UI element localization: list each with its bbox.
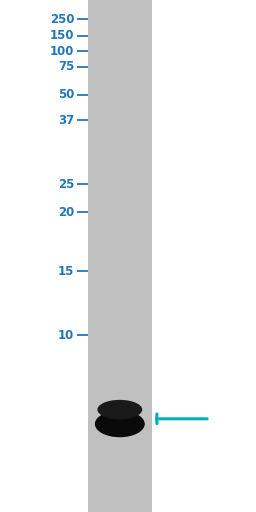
Text: 50: 50 [58, 88, 74, 101]
Text: 75: 75 [58, 60, 74, 73]
Bar [88, 0, 152, 512]
Text: 250: 250 [50, 13, 74, 26]
Ellipse shape [98, 400, 142, 419]
Text: 100: 100 [50, 45, 74, 58]
Ellipse shape [95, 411, 145, 437]
Text: 15: 15 [58, 265, 74, 278]
Text: 10: 10 [58, 329, 74, 342]
Text: 25: 25 [58, 178, 74, 191]
Text: 37: 37 [58, 114, 74, 127]
Text: 20: 20 [58, 206, 74, 219]
Text: 150: 150 [50, 29, 74, 42]
